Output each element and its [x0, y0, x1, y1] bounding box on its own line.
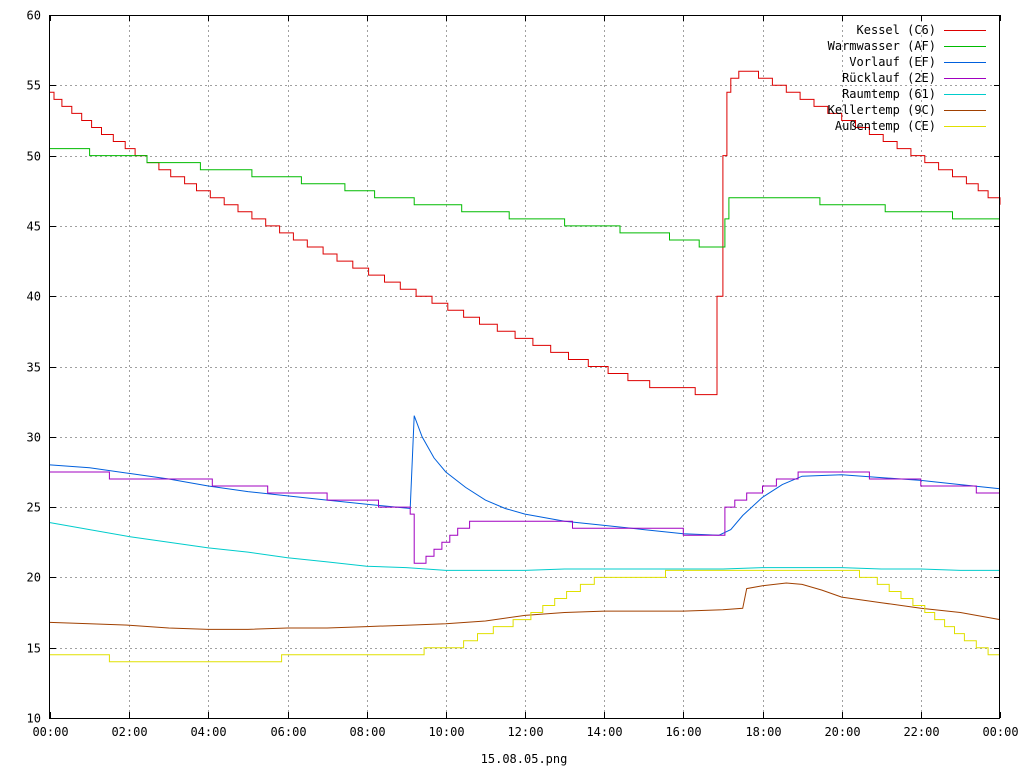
x-tick-label: 10:00: [428, 725, 464, 739]
y-tick-label: 20: [27, 571, 41, 585]
x-tick-label: 08:00: [349, 725, 385, 739]
legend-label: Außentemp (CE): [835, 119, 936, 133]
y-tick-label: 45: [27, 220, 41, 234]
legend-label: Kellertemp (9C): [828, 103, 936, 117]
series-line-3: [50, 471, 1000, 564]
x-axis-label: 15.08.05.png: [481, 752, 568, 766]
y-tick-label: 55: [27, 79, 41, 93]
legend-label: Vorlauf (EF): [849, 55, 936, 69]
y-tick-label: 15: [27, 642, 41, 656]
x-tick-label: 00:00: [982, 725, 1018, 739]
x-tick-label: 02:00: [111, 725, 147, 739]
x-tick-label: 00:00: [32, 725, 68, 739]
legend-label: Warmwasser (AF): [828, 39, 936, 53]
y-tick-label: 30: [27, 431, 41, 445]
x-tick-label: 12:00: [507, 725, 543, 739]
x-tick-label: 22:00: [903, 725, 939, 739]
y-tick-label: 10: [27, 712, 41, 726]
legend-label: Raumtemp (61): [842, 87, 936, 101]
y-tick-label: 35: [27, 361, 41, 375]
x-tick-label: 14:00: [586, 725, 622, 739]
y-tick-label: 60: [27, 9, 41, 23]
axis-ticks: 10 15 20 25 30 35 40 45 50 55 60 00:00 02:00 04:00 06:…: [27, 9, 1019, 740]
legend-label: Kessel (C6): [857, 23, 936, 37]
x-tick-label: 06:00: [270, 725, 306, 739]
series-line-4: [49, 522, 1000, 571]
series-lines: [49, 70, 1001, 663]
legend: Kessel (C6) Warmwasser (AF) Vorlauf (EF) Rü…: [828, 23, 986, 133]
y-tick-label: 40: [27, 290, 41, 304]
series-line-1: [50, 148, 1000, 248]
x-tick-label: 16:00: [665, 725, 701, 739]
series-line-5: [49, 582, 1001, 630]
series-line-6: [50, 569, 1000, 663]
x-tick-label: 20:00: [824, 725, 860, 739]
y-tick-label: 25: [27, 501, 41, 515]
x-tick-label: 04:00: [190, 725, 226, 739]
series-line-0: [50, 70, 1001, 396]
legend-label: Rücklauf (2E): [842, 71, 936, 85]
y-tick-label: 50: [27, 150, 41, 164]
x-tick-label: 18:00: [745, 725, 781, 739]
